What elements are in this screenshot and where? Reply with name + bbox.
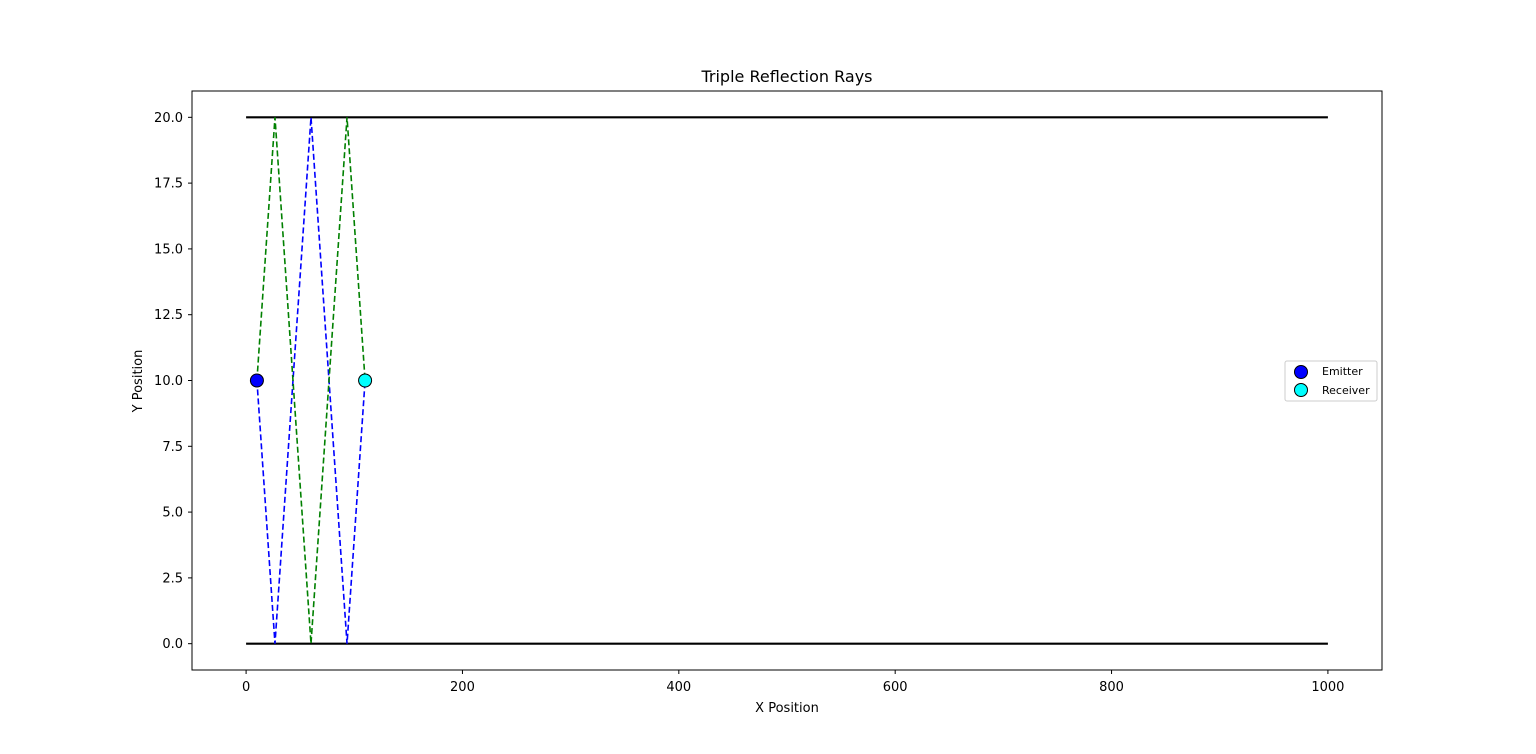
ray-line-0 (256, 117, 366, 644)
x-tick-label: 400 (666, 680, 691, 695)
y-tick-label: 5.0 (162, 506, 183, 521)
x-tick-label: 600 (883, 680, 908, 695)
y-axis-label: Y Position (131, 350, 146, 414)
legend-marker-receiver (1294, 383, 1308, 397)
emitter-point (249, 373, 264, 388)
ray-line-1 (256, 117, 366, 644)
y-tick-label: 0.0 (162, 637, 183, 652)
legend: Emitter Receiver (1284, 360, 1378, 402)
y-tick-label: 10.0 (154, 374, 183, 389)
legend-marker-emitter (1294, 365, 1308, 379)
x-tick-label: 200 (450, 680, 475, 695)
y-axis: 0.0 2.5 5.0 7.5 10.0 12.5 15.0 17.5 20.0 (154, 111, 192, 652)
plot-area (246, 116, 1328, 645)
y-tick-label: 12.5 (154, 308, 183, 323)
y-tick-label: 15.0 (154, 242, 183, 257)
receiver-point (358, 373, 373, 388)
y-tick-label: 7.5 (162, 440, 183, 455)
x-tick-label: 800 (1099, 680, 1124, 695)
chart-title: Triple Reflection Rays (700, 67, 872, 86)
x-axis-label: X Position (755, 701, 819, 716)
x-tick-label: 0 (242, 680, 250, 695)
legend-label-receiver: Receiver (1322, 384, 1370, 397)
y-tick-label: 17.5 (154, 177, 183, 192)
y-tick-label: 20.0 (154, 111, 183, 126)
legend-box (1284, 360, 1378, 402)
legend-label-emitter: Emitter (1322, 365, 1363, 378)
x-axis: 0 200 400 600 800 1000 (242, 670, 1344, 695)
x-tick-label: 1000 (1311, 680, 1344, 695)
y-tick-label: 2.5 (162, 571, 183, 586)
